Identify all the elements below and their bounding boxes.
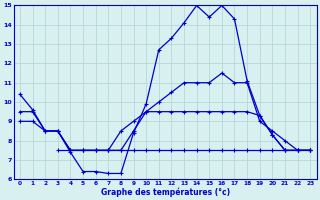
X-axis label: Graphe des températures (°c): Graphe des températures (°c) [100,187,230,197]
